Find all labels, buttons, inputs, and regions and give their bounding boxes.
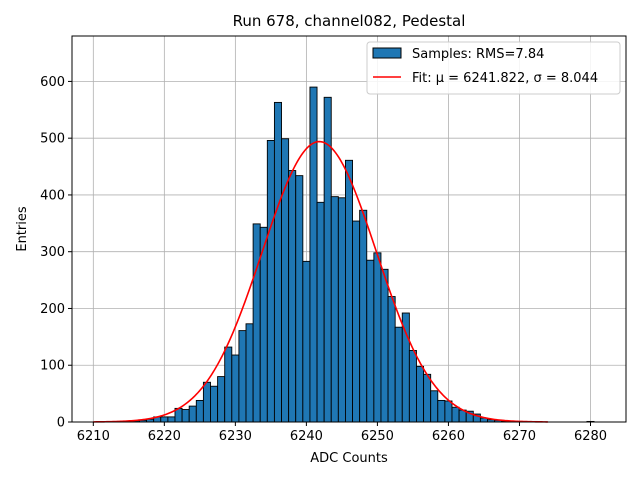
x-tick-label-3: 6240 [290, 429, 323, 444]
histogram-bar-32 [344, 159, 354, 423]
histogram-bar-7 [167, 416, 176, 423]
histogram-bar-43 [423, 373, 432, 423]
chart-title: Run 678, channel082, Pedestal [233, 12, 466, 30]
histogram-bar-19 [252, 223, 261, 423]
histogram-bar-34 [359, 209, 368, 423]
histogram-bar-42 [416, 365, 425, 423]
histogram-bar-18 [245, 323, 254, 423]
y-tick-label-1: 100 [40, 359, 65, 374]
histogram-bar-15 [224, 346, 233, 423]
histogram-bar-14 [217, 376, 226, 423]
histogram-bar-21 [266, 139, 275, 423]
histogram-bar-35 [366, 259, 375, 423]
histogram-bar-39 [394, 326, 403, 423]
histogram-bar-33 [352, 220, 361, 423]
histogram-bar-38 [387, 296, 396, 423]
x-tick-label-7: 6280 [574, 429, 607, 444]
histogram-bar-16 [231, 354, 240, 423]
y-axis-title: Entries [15, 206, 30, 252]
histogram-bar-10 [188, 405, 197, 423]
histogram-bar-31 [337, 197, 346, 423]
histogram-bar-22 [273, 101, 282, 423]
plot-frame [71, 35, 627, 423]
x-tick-label-2: 6230 [219, 429, 252, 444]
histogram-bar-6 [160, 416, 169, 423]
y-tick-label-4: 400 [40, 188, 65, 203]
histogram-bar-46 [444, 400, 453, 423]
histogram-bar-26 [302, 260, 311, 423]
x-tick-label-5: 6260 [432, 429, 465, 444]
legend: Samples: RMS=7.84 Fit: μ = 6241.822, σ =… [366, 41, 621, 95]
x-tick-label-1: 6220 [148, 429, 181, 444]
legend-label-fit: Fit: μ = 6241.822, σ = 8.044 [412, 71, 598, 86]
y-tick-label-2: 200 [40, 302, 65, 317]
histogram-bar-40 [401, 312, 410, 423]
histogram-bar-41 [408, 350, 417, 423]
histogram-bar-24 [288, 170, 297, 423]
y-tick-label-5: 500 [40, 132, 65, 147]
histogram-bar-37 [380, 268, 389, 423]
legend-label-samples: Samples: RMS=7.84 [412, 47, 544, 62]
histogram-bar-47 [451, 406, 460, 423]
y-tick-label-3: 300 [40, 245, 65, 260]
histogram-bar-36 [373, 252, 382, 423]
y-tick-label-6: 600 [40, 75, 65, 90]
histogram-bar-12 [202, 381, 211, 423]
legend-swatch-samples [372, 47, 402, 59]
x-tick-label-6: 6270 [503, 429, 536, 444]
y-axis-ticks: 0 100 200 300 400 500 600 [40, 75, 72, 431]
histogram-bars [117, 86, 595, 423]
histogram-bar-28 [316, 201, 325, 423]
histogram-bar-30 [330, 196, 339, 423]
x-axis-ticks: 6210 6220 6230 6240 6250 6260 6270 6280 [77, 422, 607, 444]
x-tick-label-0: 6210 [77, 429, 110, 444]
histogram-bar-17 [238, 330, 247, 423]
histogram-bar-45 [437, 399, 446, 423]
histogram-bar-27 [309, 86, 318, 423]
histogram-bar-13 [210, 385, 219, 423]
histogram-bar-44 [430, 390, 439, 423]
gaussian-fit-curve [93, 140, 548, 423]
histogram-bar-9 [181, 409, 190, 423]
histogram-bar-11 [195, 399, 204, 423]
histogram-bar-25 [295, 175, 304, 423]
x-axis-title: ADC Counts [310, 451, 388, 466]
y-tick-label-0: 0 [57, 416, 65, 431]
x-tick-label-4: 6250 [361, 429, 394, 444]
legend-box [366, 41, 621, 95]
